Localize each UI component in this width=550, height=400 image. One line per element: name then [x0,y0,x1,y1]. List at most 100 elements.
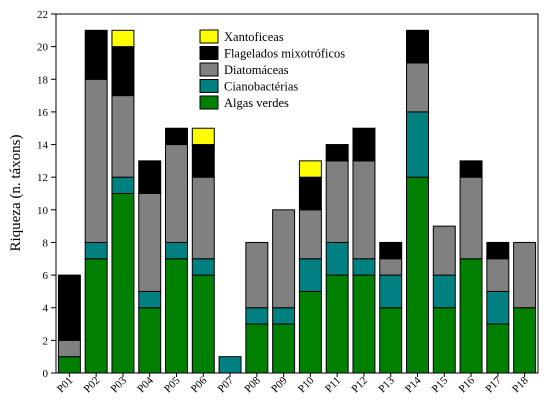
bar-segment [486,258,510,292]
bar-segment [191,274,215,374]
bar-segment [459,160,483,178]
x-tick-label: P13 [376,374,397,395]
bar-segment [57,274,81,341]
bar-segment [352,160,376,260]
legend-swatch [199,46,219,60]
bar-segment [352,258,376,276]
bar-segment [298,258,322,292]
bar-segment [459,176,483,260]
bar-segment [352,274,376,374]
bar-segment [111,29,135,48]
x-tick-label: P05 [162,374,183,395]
y-tick-label: 4 [43,303,49,315]
bar-segment [325,144,349,162]
y-tick-label: 14 [37,140,49,152]
bar-segment [379,241,403,260]
bar-segment [165,258,188,374]
y-tick-label: 0 [43,368,49,380]
bar-segment [432,225,456,276]
bar-segment [406,111,429,178]
y-tick-label: 22 [37,9,48,21]
x-tick-label: P04 [135,374,156,395]
legend-swatch [199,95,219,110]
bar-segment [165,241,188,260]
bar-segment [298,160,322,178]
legend-label: Diatomáceas [224,63,289,77]
x-tick-label: P03 [108,374,129,395]
y-tick-label: 8 [43,237,49,249]
bar-segment [138,193,162,292]
x-tick-label: P06 [189,374,210,395]
x-tick-label: P07 [216,374,237,395]
bar-segment [272,307,296,325]
y-tick-label: 12 [37,172,48,184]
y-tick-label: 20 [37,42,49,54]
x-tick-label: P09 [269,374,290,395]
bar-segment [111,46,135,97]
bar-segment [57,356,81,374]
bar-segment [379,274,403,309]
y-tick-label: 18 [37,74,49,86]
legend-swatch [199,62,219,77]
y-tick-label: 2 [43,335,49,347]
x-tick-label: P11 [323,375,343,395]
x-tick-label: P08 [242,374,263,395]
bar-segment [459,258,483,374]
bar-segment [432,307,456,374]
bar-segment [111,193,135,374]
x-tick-label: P17 [483,374,504,395]
x-tick-label: P12 [349,375,370,396]
bar-segment [138,290,162,309]
x-tick-label: P15 [430,374,451,395]
bar-segment [432,274,456,309]
x-tick-label: P16 [457,374,478,395]
bar-segment [298,290,322,374]
bar-segment [325,241,349,276]
bar-segment [406,176,429,374]
x-tick-label: P14 [403,374,424,395]
bar-segment [406,29,429,64]
bar-segment [57,339,81,358]
bar-segment [352,127,376,162]
bar-segment [84,241,108,260]
bar-segment [191,127,215,146]
legend-label: Flagelados mixotróficos [224,47,345,61]
bar-segment [406,62,429,113]
bar-segment [379,307,403,374]
bar-segment [325,160,349,243]
bar-segment [486,241,510,260]
bar-segment [138,160,162,194]
bar-segment [84,258,108,374]
bar-segment [486,290,510,325]
bar-segment [379,258,403,276]
bar-segment [84,78,108,243]
legend-swatch [199,79,219,93]
bar-segment [191,176,215,260]
bar-segment [111,95,135,178]
x-tick-label: P02 [82,375,103,396]
bar-segment [245,323,269,374]
legend-label: Cianobactérias [224,80,298,94]
legend-label: Algas verdes [224,96,289,110]
bar-segment [513,241,537,309]
bar-segment [245,241,269,309]
plot-frame [55,13,539,374]
bar-segment [165,144,188,243]
x-tick-label: P01 [55,375,76,396]
legend-label: Xantoficeas [224,30,284,44]
bar-segment [298,176,322,211]
bar-segment [325,274,349,374]
y-tick-label: 6 [43,270,49,282]
y-tick-label: 16 [37,107,49,119]
bar-segment [272,209,296,309]
bar-segment [191,144,215,178]
legend: Xantoficeas Flagelados mixotróficos Diatom… [199,29,345,110]
legend-swatch [199,29,219,44]
bar-segment [486,323,510,374]
bar-segment [84,29,108,80]
bar-segment [138,307,162,374]
bar-segment [513,307,537,374]
x-tick-label: P18 [510,374,531,395]
y-tick-label: 10 [37,205,49,217]
